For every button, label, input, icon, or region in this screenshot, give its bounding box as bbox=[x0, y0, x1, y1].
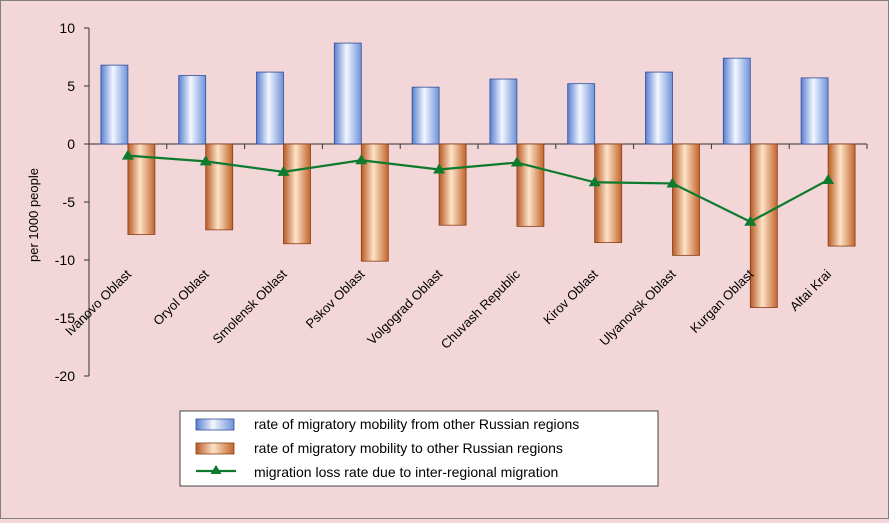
legend-label-from: rate of migratory mobility from other Ru… bbox=[254, 416, 579, 432]
category-label: Ulyanovsk Oblast bbox=[596, 266, 678, 348]
y-tick-label: 10 bbox=[59, 20, 75, 36]
bar-from-2 bbox=[256, 71, 284, 145]
category-label: Oryol Oblast bbox=[150, 266, 212, 328]
bar-from-0 bbox=[100, 64, 129, 145]
loss-marker-2 bbox=[277, 165, 290, 176]
legend-swatch-from bbox=[195, 418, 235, 431]
loss-marker-7 bbox=[666, 177, 679, 188]
category-label: Pskov Oblast bbox=[303, 266, 368, 331]
bar-to-9 bbox=[827, 143, 856, 247]
loss-marker-4 bbox=[433, 163, 446, 174]
category-label: Volgograd Oblast bbox=[364, 266, 445, 347]
category-label: Kurgan Oblast bbox=[687, 266, 757, 336]
y-tick-label: 5 bbox=[67, 78, 75, 94]
legend: rate of migratory mobility from other Ru… bbox=[179, 410, 659, 487]
bar-from-4 bbox=[411, 86, 440, 145]
loss-marker-9 bbox=[822, 173, 835, 184]
bar-from-3 bbox=[333, 42, 362, 145]
bar-from-1 bbox=[178, 75, 207, 145]
y-tick-label: -15 bbox=[55, 310, 75, 326]
loss-marker-8 bbox=[744, 215, 757, 226]
bar-to-4 bbox=[438, 143, 467, 226]
y-tick-label: -10 bbox=[55, 252, 75, 268]
bar-from-7 bbox=[645, 71, 673, 145]
legend-label-loss: migration loss rate due to inter-regiona… bbox=[254, 464, 558, 480]
category-label: Smolensk Oblast bbox=[210, 266, 290, 346]
y-axis-title: per 1000 people bbox=[26, 168, 41, 262]
loss-marker-1 bbox=[199, 155, 212, 166]
legend-label-to: rate of migratory mobility to other Russ… bbox=[254, 440, 563, 456]
loss-marker-6 bbox=[588, 176, 601, 187]
category-label: Ivanovo Oblast bbox=[62, 266, 134, 338]
bar-from-5 bbox=[489, 78, 518, 145]
y-tick-label: -5 bbox=[63, 194, 76, 210]
loss-marker-5 bbox=[510, 156, 523, 167]
loss-line bbox=[127, 154, 829, 223]
bar-to-8 bbox=[749, 143, 778, 308]
bar-from-8 bbox=[722, 57, 751, 145]
loss-marker-0 bbox=[121, 149, 134, 160]
category-label: Altai Krai bbox=[787, 266, 834, 313]
loss-marker-3 bbox=[355, 154, 368, 165]
y-tick-label: 0 bbox=[67, 136, 75, 152]
bar-to-7 bbox=[672, 143, 700, 256]
legend-swatch-to bbox=[195, 442, 235, 455]
legend-marker-loss bbox=[210, 465, 222, 474]
category-label: Kirov Oblast bbox=[540, 266, 601, 327]
bar-to-5 bbox=[516, 143, 545, 227]
category-label: Chuvash Republic bbox=[438, 266, 524, 352]
bar-from-9 bbox=[800, 77, 829, 145]
bar-to-6 bbox=[594, 143, 623, 243]
bar-to-1 bbox=[205, 143, 234, 231]
bar-to-2 bbox=[283, 143, 311, 245]
legend-box bbox=[179, 410, 659, 487]
y-tick-label: -20 bbox=[55, 368, 75, 384]
bar-from-6 bbox=[567, 83, 596, 145]
